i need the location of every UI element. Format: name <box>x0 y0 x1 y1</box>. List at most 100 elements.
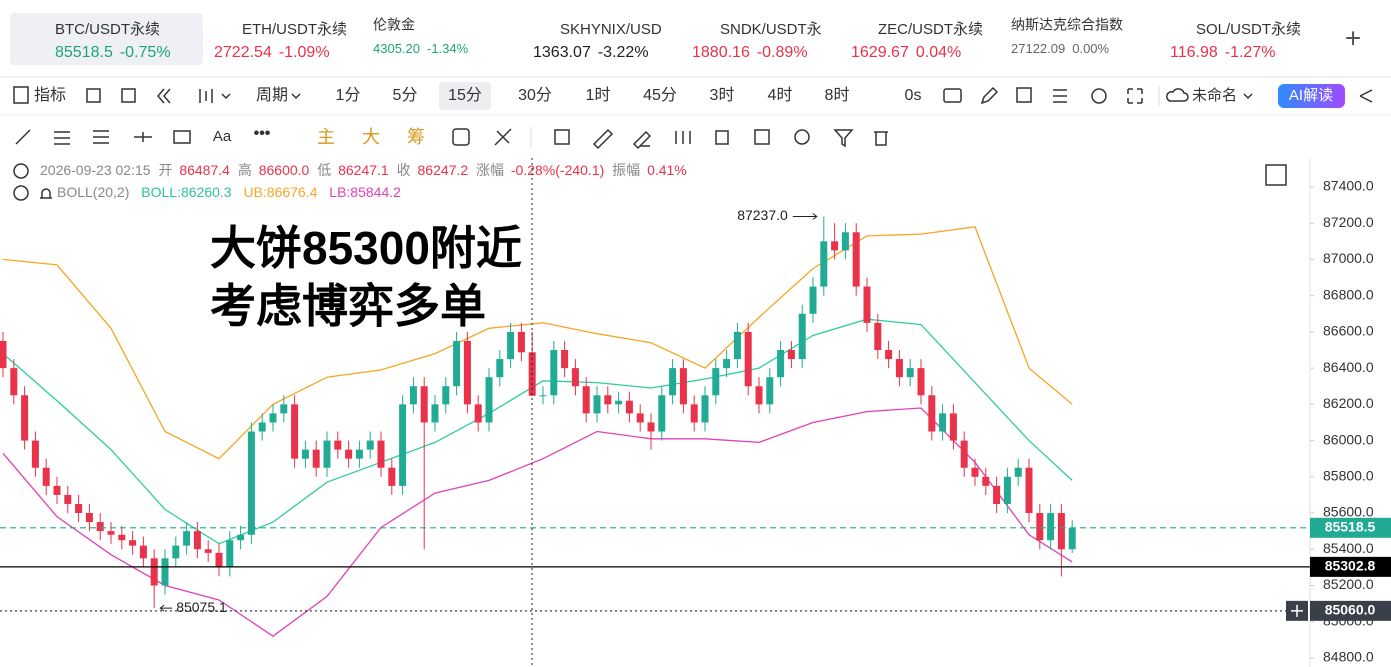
tab-change: 0.04% <box>916 44 961 61</box>
tab-symbol[interactable]: SNDK/USDT永 <box>720 21 822 38</box>
boll-line <box>2 407 1073 637</box>
tab-change: -0.75% <box>120 44 171 61</box>
label: 高 <box>238 162 252 178</box>
mode[interactable]: 主 <box>317 127 335 147</box>
tool[interactable] <box>675 131 691 144</box>
tool[interactable] <box>592 128 614 150</box>
tab-symbol[interactable]: ETH/USDT永续 <box>242 21 347 38</box>
y-tick-label: 85800.0 <box>1323 468 1374 484</box>
tab-symbol[interactable]: BTC/USDT永续 <box>55 21 160 38</box>
tool[interactable] <box>715 130 729 145</box>
collapse-icon[interactable] <box>13 185 29 201</box>
interval[interactable]: 8时 <box>825 86 850 104</box>
tool[interactable] <box>554 129 570 145</box>
tab-price: 2722.54 <box>214 44 272 61</box>
y-tick-label: 87400.0 <box>1323 178 1374 194</box>
interval[interactable]: 15分 <box>448 86 482 104</box>
period-button[interactable]: 周期 <box>256 86 288 104</box>
layout-name[interactable]: 未命名 <box>1192 86 1237 104</box>
tab-symbol[interactable]: 纳斯达克综合指数 <box>1011 17 1123 33</box>
interval[interactable]: 4时 <box>768 86 793 104</box>
candle-body <box>377 440 385 468</box>
icon[interactable] <box>121 88 136 103</box>
interval[interactable]: 1分 <box>336 86 361 104</box>
candle-body <box>150 558 158 586</box>
candle-body <box>31 440 39 468</box>
interval[interactable]: 30分 <box>518 86 552 104</box>
settings-icon[interactable] <box>1091 88 1107 104</box>
share-icon[interactable] <box>1359 89 1373 103</box>
icon[interactable] <box>199 89 231 103</box>
tool[interactable] <box>794 129 810 145</box>
interval[interactable]: 1时 <box>586 86 611 104</box>
tool[interactable] <box>754 129 770 145</box>
label: 振幅 <box>612 162 640 178</box>
ai-button-label[interactable]: AI解读 <box>1289 87 1333 104</box>
boll-line <box>2 318 1073 545</box>
add-tab[interactable]: + <box>1345 22 1361 53</box>
tool[interactable] <box>632 130 652 150</box>
y-tick-label: 85200.0 <box>1323 576 1374 592</box>
boll-lower: LB:85844.2 <box>329 184 401 200</box>
y-tick-label: 86000.0 <box>1323 431 1374 447</box>
mode[interactable]: 筹 <box>407 127 425 147</box>
tab-quote: 27122.09 0.00% <box>1011 41 1110 56</box>
boll-mid: BOLL:86260.3 <box>141 184 232 200</box>
tab-symbol[interactable]: 伦敦金 <box>373 17 415 33</box>
more-tools[interactable]: ••• <box>254 125 271 142</box>
price-tag-label: 85060.0 <box>1325 602 1376 618</box>
mode[interactable]: 大 <box>362 127 380 147</box>
indicator-icon <box>13 86 29 104</box>
delete-tool[interactable] <box>874 131 888 146</box>
candle-body <box>161 558 169 586</box>
tab-quote: 1363.07 -3.22% <box>533 44 649 61</box>
icon <box>1243 93 1253 100</box>
tab-symbol[interactable]: ZEC/USDT永续 <box>878 21 983 38</box>
collapse-icon[interactable] <box>13 163 29 179</box>
icon[interactable] <box>157 88 171 104</box>
overlay-text: 考虑博弈多单 <box>210 280 486 332</box>
tool[interactable] <box>134 132 152 142</box>
expand-icon[interactable] <box>1265 164 1287 186</box>
tab-symbol[interactable]: SKHYNIX/USD <box>560 21 662 38</box>
line-tool[interactable] <box>15 129 31 145</box>
tool[interactable] <box>54 131 70 145</box>
icon[interactable] <box>1016 87 1032 103</box>
tab-symbol[interactable]: SOL/USDT永续 <box>1196 21 1301 38</box>
camera-icon[interactable] <box>943 88 962 103</box>
rect-tool[interactable] <box>173 130 191 144</box>
icon[interactable] <box>1053 89 1067 103</box>
candle-body <box>1057 513 1065 550</box>
candle-body <box>301 449 309 459</box>
tool[interactable] <box>452 128 470 146</box>
tool[interactable] <box>494 128 512 146</box>
ai-button[interactable] <box>1278 84 1345 108</box>
tab-change: -1.09% <box>279 44 330 61</box>
candle-body <box>550 350 558 396</box>
candle-body <box>993 485 1001 504</box>
interval[interactable]: 3时 <box>710 86 735 104</box>
tab-price: 4305.20 <box>373 41 420 56</box>
indicator-button[interactable]: 指标 <box>34 86 66 104</box>
interval[interactable]: 45分 <box>643 86 677 104</box>
candle-body <box>571 368 579 387</box>
interval[interactable]: 5分 <box>393 86 418 104</box>
candle-body <box>474 404 482 423</box>
alert-icon[interactable] <box>40 188 52 199</box>
text-tool[interactable]: Aa <box>213 128 232 145</box>
filter-tool[interactable] <box>833 129 854 148</box>
tab-quote: 4305.20 -1.34% <box>373 41 469 56</box>
tool[interactable] <box>93 130 109 144</box>
interval-selected-bg <box>439 82 491 110</box>
candle-body <box>1014 467 1022 477</box>
time: 2026-09-23 02:15 <box>40 162 151 178</box>
boll-upper: UB:86676.4 <box>243 184 317 200</box>
price-tag <box>1310 600 1391 621</box>
indicator-name: BOLL(20,2) <box>57 184 129 200</box>
tab-price: 1880.16 <box>692 44 750 61</box>
pen-icon[interactable] <box>980 86 999 105</box>
value: 0.41% <box>647 162 687 178</box>
fullscreen-icon[interactable] <box>1127 88 1143 104</box>
icon[interactable] <box>86 88 101 103</box>
